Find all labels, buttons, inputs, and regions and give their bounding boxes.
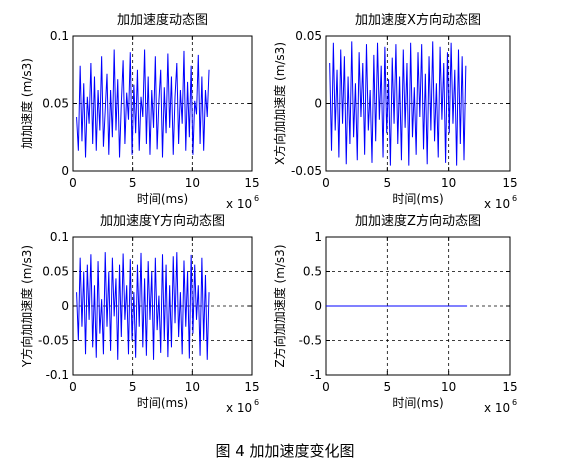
y-tick-label: 0 xyxy=(314,299,322,313)
chart-title: 加加速度Z方向动态图 xyxy=(355,213,481,229)
x-axis-label: 时间(ms) xyxy=(392,192,443,206)
series-line xyxy=(329,41,467,166)
series-line xyxy=(76,252,210,360)
y-tick-label: 0.05 xyxy=(295,29,322,43)
x-tick-label: 10 xyxy=(441,380,456,394)
y-axis-label: Y方向加加速度 (m/s3) xyxy=(19,245,34,368)
x-exponent-label: x 10 xyxy=(226,197,252,211)
x-tick-label: 5 xyxy=(129,176,137,190)
chart-title: 加加速度Y方向动态图 xyxy=(100,213,225,229)
y-tick-label: 0.1 xyxy=(50,29,69,43)
y-tick-label: -0.05 xyxy=(291,164,322,178)
x-tick-label: 0 xyxy=(69,380,77,394)
x-tick-label: 10 xyxy=(185,176,200,190)
y-tick-label: 0.1 xyxy=(50,230,69,244)
x-tick-label: 5 xyxy=(384,176,392,190)
chart-title: 加加速度X方向动态图 xyxy=(355,12,481,28)
x-tick-label: 15 xyxy=(244,176,259,190)
y-axis-label: Z方向加加速度 (m/s3) xyxy=(272,244,287,367)
y-tick-label: 0 xyxy=(314,97,322,111)
y-tick-label: 0.05 xyxy=(42,265,69,279)
x-exponent: 6 xyxy=(254,398,259,407)
y-tick-label: 0.5 xyxy=(303,265,322,279)
x-tick-label: 15 xyxy=(502,176,517,190)
x-tick-label: 15 xyxy=(244,380,259,394)
x-axis-label: 时间(ms) xyxy=(137,396,188,410)
y-tick-label: -0.05 xyxy=(38,334,69,348)
x-tick-label: 0 xyxy=(69,176,77,190)
y-axis-label: X方向加加速度 (m/s3) xyxy=(272,42,287,165)
x-tick-label: 0 xyxy=(322,176,330,190)
x-exponent: 6 xyxy=(254,194,259,203)
x-exponent-label: x 10 xyxy=(484,197,510,211)
x-exponent: 6 xyxy=(512,194,517,203)
figure-caption: 图 4 加加速度变化图 xyxy=(215,442,355,460)
y-axis-label: 加加速度 (m/s3) xyxy=(19,58,34,149)
x-tick-label: 15 xyxy=(502,380,517,394)
x-tick-label: 5 xyxy=(384,380,392,394)
x-exponent-label: x 10 xyxy=(484,401,510,415)
x-tick-label: 5 xyxy=(129,380,137,394)
y-tick-label: -1 xyxy=(310,368,322,382)
y-tick-label: 0 xyxy=(61,164,69,178)
chart-title: 加加速度动态图 xyxy=(117,12,208,28)
y-tick-label: -0.1 xyxy=(46,368,69,382)
x-exponent: 6 xyxy=(512,398,517,407)
y-tick-label: 0.05 xyxy=(42,97,69,111)
y-tick-label: 1 xyxy=(314,230,322,244)
x-axis-label: 时间(ms) xyxy=(137,192,188,206)
x-axis-label: 时间(ms) xyxy=(392,396,443,410)
y-tick-label: -0.5 xyxy=(299,334,322,348)
x-tick-label: 10 xyxy=(185,380,200,394)
x-exponent-label: x 10 xyxy=(226,401,252,415)
series-line xyxy=(76,49,210,158)
x-tick-label: 0 xyxy=(322,380,330,394)
y-tick-label: 0 xyxy=(61,299,69,313)
x-tick-label: 10 xyxy=(441,176,456,190)
